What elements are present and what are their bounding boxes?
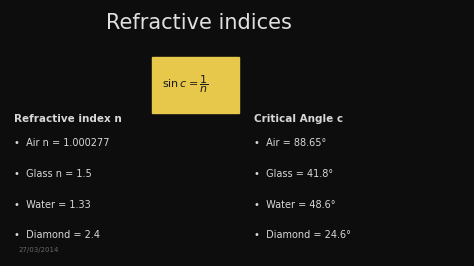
Text: •  Diamond = 24.6°: • Diamond = 24.6°	[254, 230, 350, 240]
Text: •  Air = 88.65°: • Air = 88.65°	[254, 138, 326, 148]
Text: 27/03/2014: 27/03/2014	[19, 247, 59, 253]
Text: Refractive index n: Refractive index n	[14, 114, 122, 124]
Text: •  Water = 1.33: • Water = 1.33	[14, 200, 91, 210]
Text: Refractive indices: Refractive indices	[106, 13, 292, 33]
Text: •  Glass = 41.8°: • Glass = 41.8°	[254, 169, 333, 179]
Text: •  Air n = 1.000277: • Air n = 1.000277	[14, 138, 109, 148]
Text: •  Diamond = 2.4: • Diamond = 2.4	[14, 230, 100, 240]
Text: Critical Angle c: Critical Angle c	[254, 114, 343, 124]
Text: •  Glass n = 1.5: • Glass n = 1.5	[14, 169, 92, 179]
Text: •  Water = 48.6°: • Water = 48.6°	[254, 200, 335, 210]
Text: $\sin c = \dfrac{1}{n}$: $\sin c = \dfrac{1}{n}$	[162, 73, 209, 95]
FancyBboxPatch shape	[152, 57, 239, 113]
